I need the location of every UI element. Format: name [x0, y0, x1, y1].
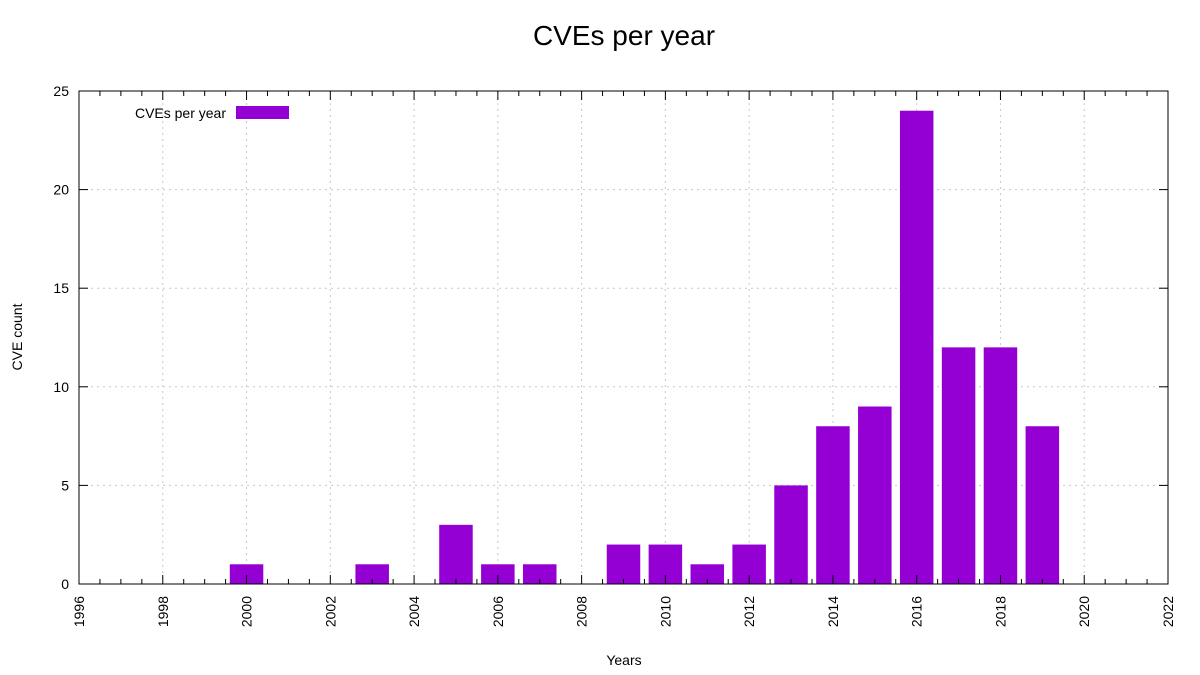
legend-label: CVEs per year	[135, 105, 226, 121]
y-tick-label: 20	[53, 182, 69, 198]
bar-2006	[481, 564, 515, 584]
x-tick-label: 2016	[909, 596, 925, 627]
bar-2014	[816, 426, 850, 584]
x-tick-label: 2010	[657, 596, 673, 627]
bar-2019	[1025, 426, 1060, 584]
x-axis-label: Years	[606, 652, 641, 668]
bar-2016	[899, 110, 934, 584]
x-tick-label: 2000	[239, 596, 255, 627]
y-tick-label: 0	[61, 576, 69, 592]
x-tick-label: 2018	[992, 596, 1008, 627]
x-tick-label: 2004	[406, 596, 422, 627]
bar-2005	[439, 524, 473, 584]
y-tick-label: 10	[53, 379, 69, 395]
x-tick-label: 1996	[71, 596, 87, 627]
legend-swatch	[236, 106, 289, 119]
bar-2015	[858, 406, 892, 584]
ticks	[78, 90, 1169, 585]
chart-title: CVEs per year	[533, 20, 715, 51]
x-tick-labels: 1996 1998 2000 2002 2004 2006 2008 2010 2012 2014…	[71, 596, 1176, 627]
bar-2000	[229, 564, 264, 584]
bar-2011	[690, 564, 725, 584]
y-tick-labels: 0 5 10 15 20 25	[53, 83, 69, 592]
x-tick-label: 2014	[825, 596, 841, 627]
legend: CVEs per year	[135, 105, 289, 121]
x-tick-label: 2022	[1160, 596, 1176, 627]
bar-2003	[355, 564, 389, 584]
x-tick-label: 1998	[155, 596, 171, 627]
x-tick-label: 2012	[741, 596, 757, 627]
x-tick-label: 2002	[322, 596, 338, 627]
bar-2013	[774, 485, 808, 584]
y-axis-label: CVE count	[9, 303, 25, 370]
y-tick-label: 15	[53, 280, 69, 296]
x-tick-label: 2008	[574, 596, 590, 627]
y-tick-label: 5	[61, 477, 69, 493]
bar-2018	[983, 347, 1018, 584]
y-tick-label: 25	[53, 83, 69, 99]
bar-2007	[522, 564, 557, 584]
x-tick-label: 2006	[490, 596, 506, 627]
bar-2017	[941, 347, 976, 584]
x-tick-label: 2020	[1076, 596, 1092, 627]
bars	[229, 110, 1060, 584]
bar-2009	[606, 544, 641, 584]
